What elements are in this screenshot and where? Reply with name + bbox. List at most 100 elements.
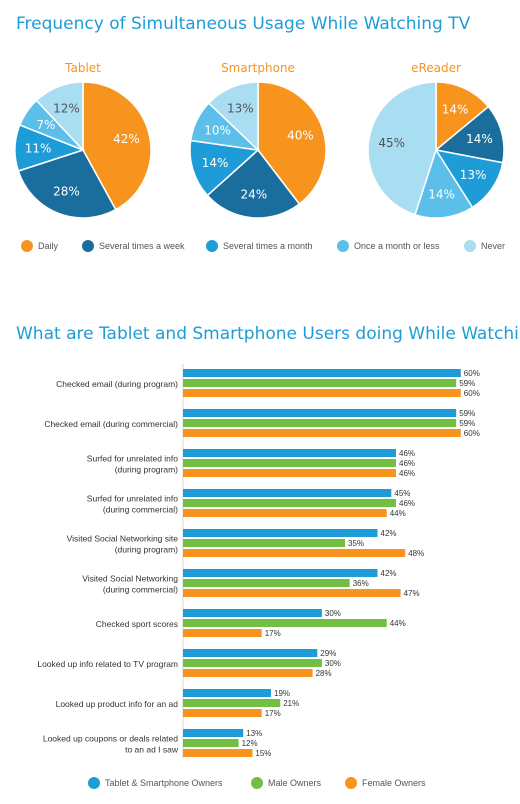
bar-section-title: What are Tablet and Smartphone Users doi… bbox=[16, 324, 520, 344]
bar-tablet-smartphone-owners bbox=[183, 529, 378, 537]
category-label: Checked sport scores bbox=[96, 619, 178, 629]
pie-slice-several-times-a-week bbox=[17, 149, 117, 219]
legend-swatch bbox=[345, 777, 357, 789]
pie-slice-never bbox=[207, 81, 259, 152]
legend-label: Female Owners bbox=[362, 778, 426, 788]
bar-value-label: 46% bbox=[399, 499, 415, 508]
bar-male-owners bbox=[183, 619, 387, 627]
bar-value-label: 30% bbox=[325, 659, 341, 668]
pie-tablet: Tablet 42% 28% 11% 7% 12% bbox=[14, 61, 152, 219]
pie-slice-label: 14% bbox=[428, 188, 455, 202]
bar-group-6: Checked sport scores 30% 44% 17% bbox=[96, 609, 406, 638]
bar-tablet-smartphone-owners bbox=[183, 729, 244, 737]
bar-value-label: 46% bbox=[399, 459, 415, 468]
bar-male-owners bbox=[183, 579, 350, 587]
legend-item-once-a-month-or-less: Once a month or less bbox=[337, 240, 440, 252]
pie-slice-label: 7% bbox=[36, 118, 55, 132]
bar-tablet-smartphone-owners bbox=[183, 569, 378, 577]
legend-swatch bbox=[251, 777, 263, 789]
bar-female-owners bbox=[183, 629, 262, 637]
bar-value-label: 46% bbox=[399, 449, 415, 458]
pie-slice-label: 14% bbox=[202, 156, 229, 170]
bar-value-label: 12% bbox=[242, 739, 258, 748]
bar-value-label: 60% bbox=[464, 389, 480, 398]
pie-charts: Tablet 42% 28% 11% 7% 12% Smartphone 40% 24% 14% 1… bbox=[14, 61, 505, 219]
bar-tablet-smartphone-owners bbox=[183, 689, 271, 697]
bar-group-9: Looked up coupons or deals related to an … bbox=[43, 729, 271, 758]
bar-female-owners bbox=[183, 429, 461, 437]
bar-value-label: 44% bbox=[390, 619, 406, 628]
bar-value-label: 36% bbox=[353, 579, 369, 588]
bar-value-label: 45% bbox=[394, 489, 410, 498]
pie-slice-once-a-month-or-less bbox=[414, 148, 474, 219]
pie-slice-label: 42% bbox=[113, 132, 140, 146]
bar-group-5: Visited Social Networking (during commerc… bbox=[82, 569, 420, 598]
bar-legend: Tablet & Smartphone Owners Male Owners Fem… bbox=[88, 777, 426, 789]
bar-chart: Checked email (during program)60%59%60%C… bbox=[37, 364, 480, 759]
legend-item-never: Never bbox=[464, 240, 505, 252]
category-label: Looked up info related to TV program bbox=[37, 659, 178, 669]
bar-tablet-smartphone-owners bbox=[183, 609, 322, 617]
bar-value-label: 46% bbox=[399, 469, 415, 478]
legend-label: Several times a week bbox=[99, 241, 185, 251]
pie-slice-label: 14% bbox=[442, 102, 469, 116]
pie-slice-daily bbox=[257, 81, 327, 206]
pie-ereader: eReader 14% 14% 13% 14% 45% bbox=[367, 61, 505, 219]
bar-value-label: 17% bbox=[265, 709, 281, 718]
bar-male-owners bbox=[183, 699, 281, 707]
pie-slice-daily bbox=[82, 81, 152, 211]
bar-value-label: 30% bbox=[325, 609, 341, 618]
category-label: Visited Social Networking (during commerc… bbox=[82, 574, 178, 595]
category-label: Checked email (during program) bbox=[56, 379, 178, 389]
category-label: Looked up product info for an ad bbox=[56, 699, 179, 709]
bar-male-owners bbox=[183, 379, 457, 387]
legend-label: Daily bbox=[38, 241, 59, 251]
legend-label: Never bbox=[481, 241, 505, 251]
bar-male-owners bbox=[183, 659, 322, 667]
pie-slice-label: 11% bbox=[25, 142, 52, 156]
legend-swatch bbox=[88, 777, 100, 789]
category-label: Checked email (during commercial) bbox=[44, 419, 178, 429]
bar-tablet-smartphone-owners bbox=[183, 489, 392, 497]
pie-slice-label: 12% bbox=[53, 101, 80, 115]
bar-value-label: 35% bbox=[348, 539, 364, 548]
bar-value-label: 60% bbox=[464, 429, 480, 438]
bar-value-label: 15% bbox=[255, 749, 271, 758]
pie-smartphone: Smartphone 40% 24% 14% 10% 13% bbox=[189, 61, 327, 219]
pie-slice-label: 40% bbox=[287, 129, 314, 143]
pie-title: eReader bbox=[411, 61, 461, 75]
legend-swatch bbox=[21, 240, 33, 252]
bar-group-7: Looked up info related to TV program 29%3… bbox=[37, 649, 341, 678]
bar-value-label: 29% bbox=[320, 649, 336, 658]
bar-tablet-smartphone-owners bbox=[183, 369, 461, 377]
legend-item-daily: Daily bbox=[21, 240, 59, 252]
bar-tablet-smartphone-owners bbox=[183, 649, 318, 657]
bar-value-label: 13% bbox=[246, 729, 262, 738]
bar-female-owners bbox=[183, 509, 387, 517]
legend-label: Once a month or less bbox=[354, 241, 440, 251]
pie-title: Smartphone bbox=[221, 61, 295, 75]
pie-slice-several-times-a-month bbox=[434, 148, 504, 209]
legend-label: Tablet & Smartphone Owners bbox=[105, 778, 223, 788]
pie-slice-label: 45% bbox=[378, 136, 405, 150]
bar-male-owners bbox=[183, 459, 396, 467]
category-label: Surfed for unrelated info (during program… bbox=[87, 454, 178, 475]
legend-swatch bbox=[206, 240, 218, 252]
legend-item-several-times-a-month: Several times a month bbox=[206, 240, 313, 252]
bar-group-8: Looked up product info for an ad 19%21%17… bbox=[56, 689, 299, 718]
pie-slice-several-times-a-month bbox=[189, 139, 260, 197]
bar-female-owners bbox=[183, 549, 406, 557]
legend-item-several-times-a-week: Several times a week bbox=[82, 240, 185, 252]
pie-title: Tablet bbox=[64, 61, 101, 75]
bar-value-label: 44% bbox=[390, 509, 406, 518]
bar-value-label: 42% bbox=[381, 569, 397, 578]
pie-slice-label: 10% bbox=[204, 123, 231, 137]
legend-label: Several times a month bbox=[223, 241, 313, 251]
bar-male-owners bbox=[183, 539, 345, 547]
bar-value-label: 60% bbox=[464, 369, 480, 378]
legend-item-male-owners: Male Owners bbox=[251, 777, 322, 789]
category-label: Looked up coupons or deals related to an … bbox=[43, 734, 179, 755]
bar-female-owners bbox=[183, 749, 253, 757]
pie-slice-label: 28% bbox=[53, 185, 80, 199]
